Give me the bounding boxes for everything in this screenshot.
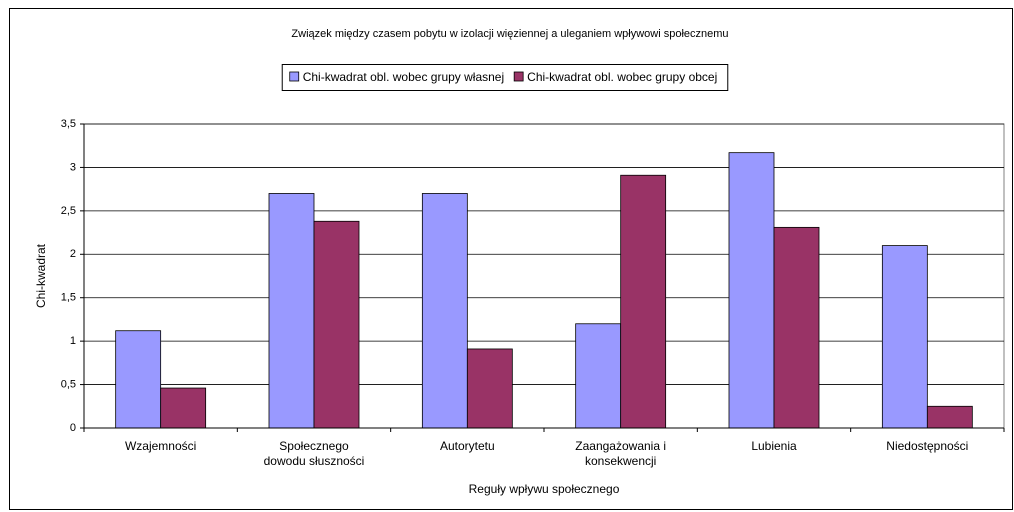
x-tick-label: Społecznego dowodu słuszności — [263, 439, 365, 468]
legend-box — [281, 64, 729, 91]
bar — [881, 245, 928, 429]
bar — [773, 226, 820, 429]
x-tick-label: Zaangażowania i konsekwencji — [575, 439, 667, 468]
legend-swatch — [289, 71, 300, 82]
chart-title: Związek między czasem pobytu w izolacji … — [291, 28, 728, 40]
bar — [620, 174, 667, 429]
x-axis-title: Reguły wpływu społecznego — [469, 482, 620, 496]
y-tick-label: 1,5 — [61, 292, 76, 304]
y-tick-label: 2,5 — [61, 205, 76, 217]
x-tick-label: Niedostępności — [886, 439, 969, 453]
bar — [313, 220, 360, 429]
bar — [268, 193, 315, 429]
x-tick-label: Autorytetu — [439, 439, 495, 453]
y-axis-title: Chi-kwadrat — [34, 243, 48, 308]
bar — [926, 405, 973, 429]
y-tick-label: 3,5 — [61, 118, 76, 130]
x-tick-label: Lubienia — [751, 439, 797, 453]
y-tick-label: 2 — [70, 248, 76, 260]
bar — [575, 323, 622, 429]
y-tick-label: 0,5 — [61, 378, 76, 390]
x-tick-label: Wzajemności — [124, 439, 197, 453]
y-tick-label: 0 — [70, 422, 76, 434]
legend-label: Chi-kwadrat obl. wobec grupy obcej — [527, 70, 717, 84]
bar — [115, 330, 162, 429]
legend-label: Chi-kwadrat obl. wobec grupy własnej — [303, 70, 504, 84]
bar — [421, 193, 468, 429]
plot-area — [83, 123, 1005, 429]
bar — [728, 152, 775, 429]
legend-swatch — [513, 71, 524, 82]
bar — [466, 348, 513, 429]
y-tick-label: 3 — [70, 161, 76, 173]
y-tick-label: 1 — [70, 335, 76, 347]
bar — [160, 387, 207, 429]
